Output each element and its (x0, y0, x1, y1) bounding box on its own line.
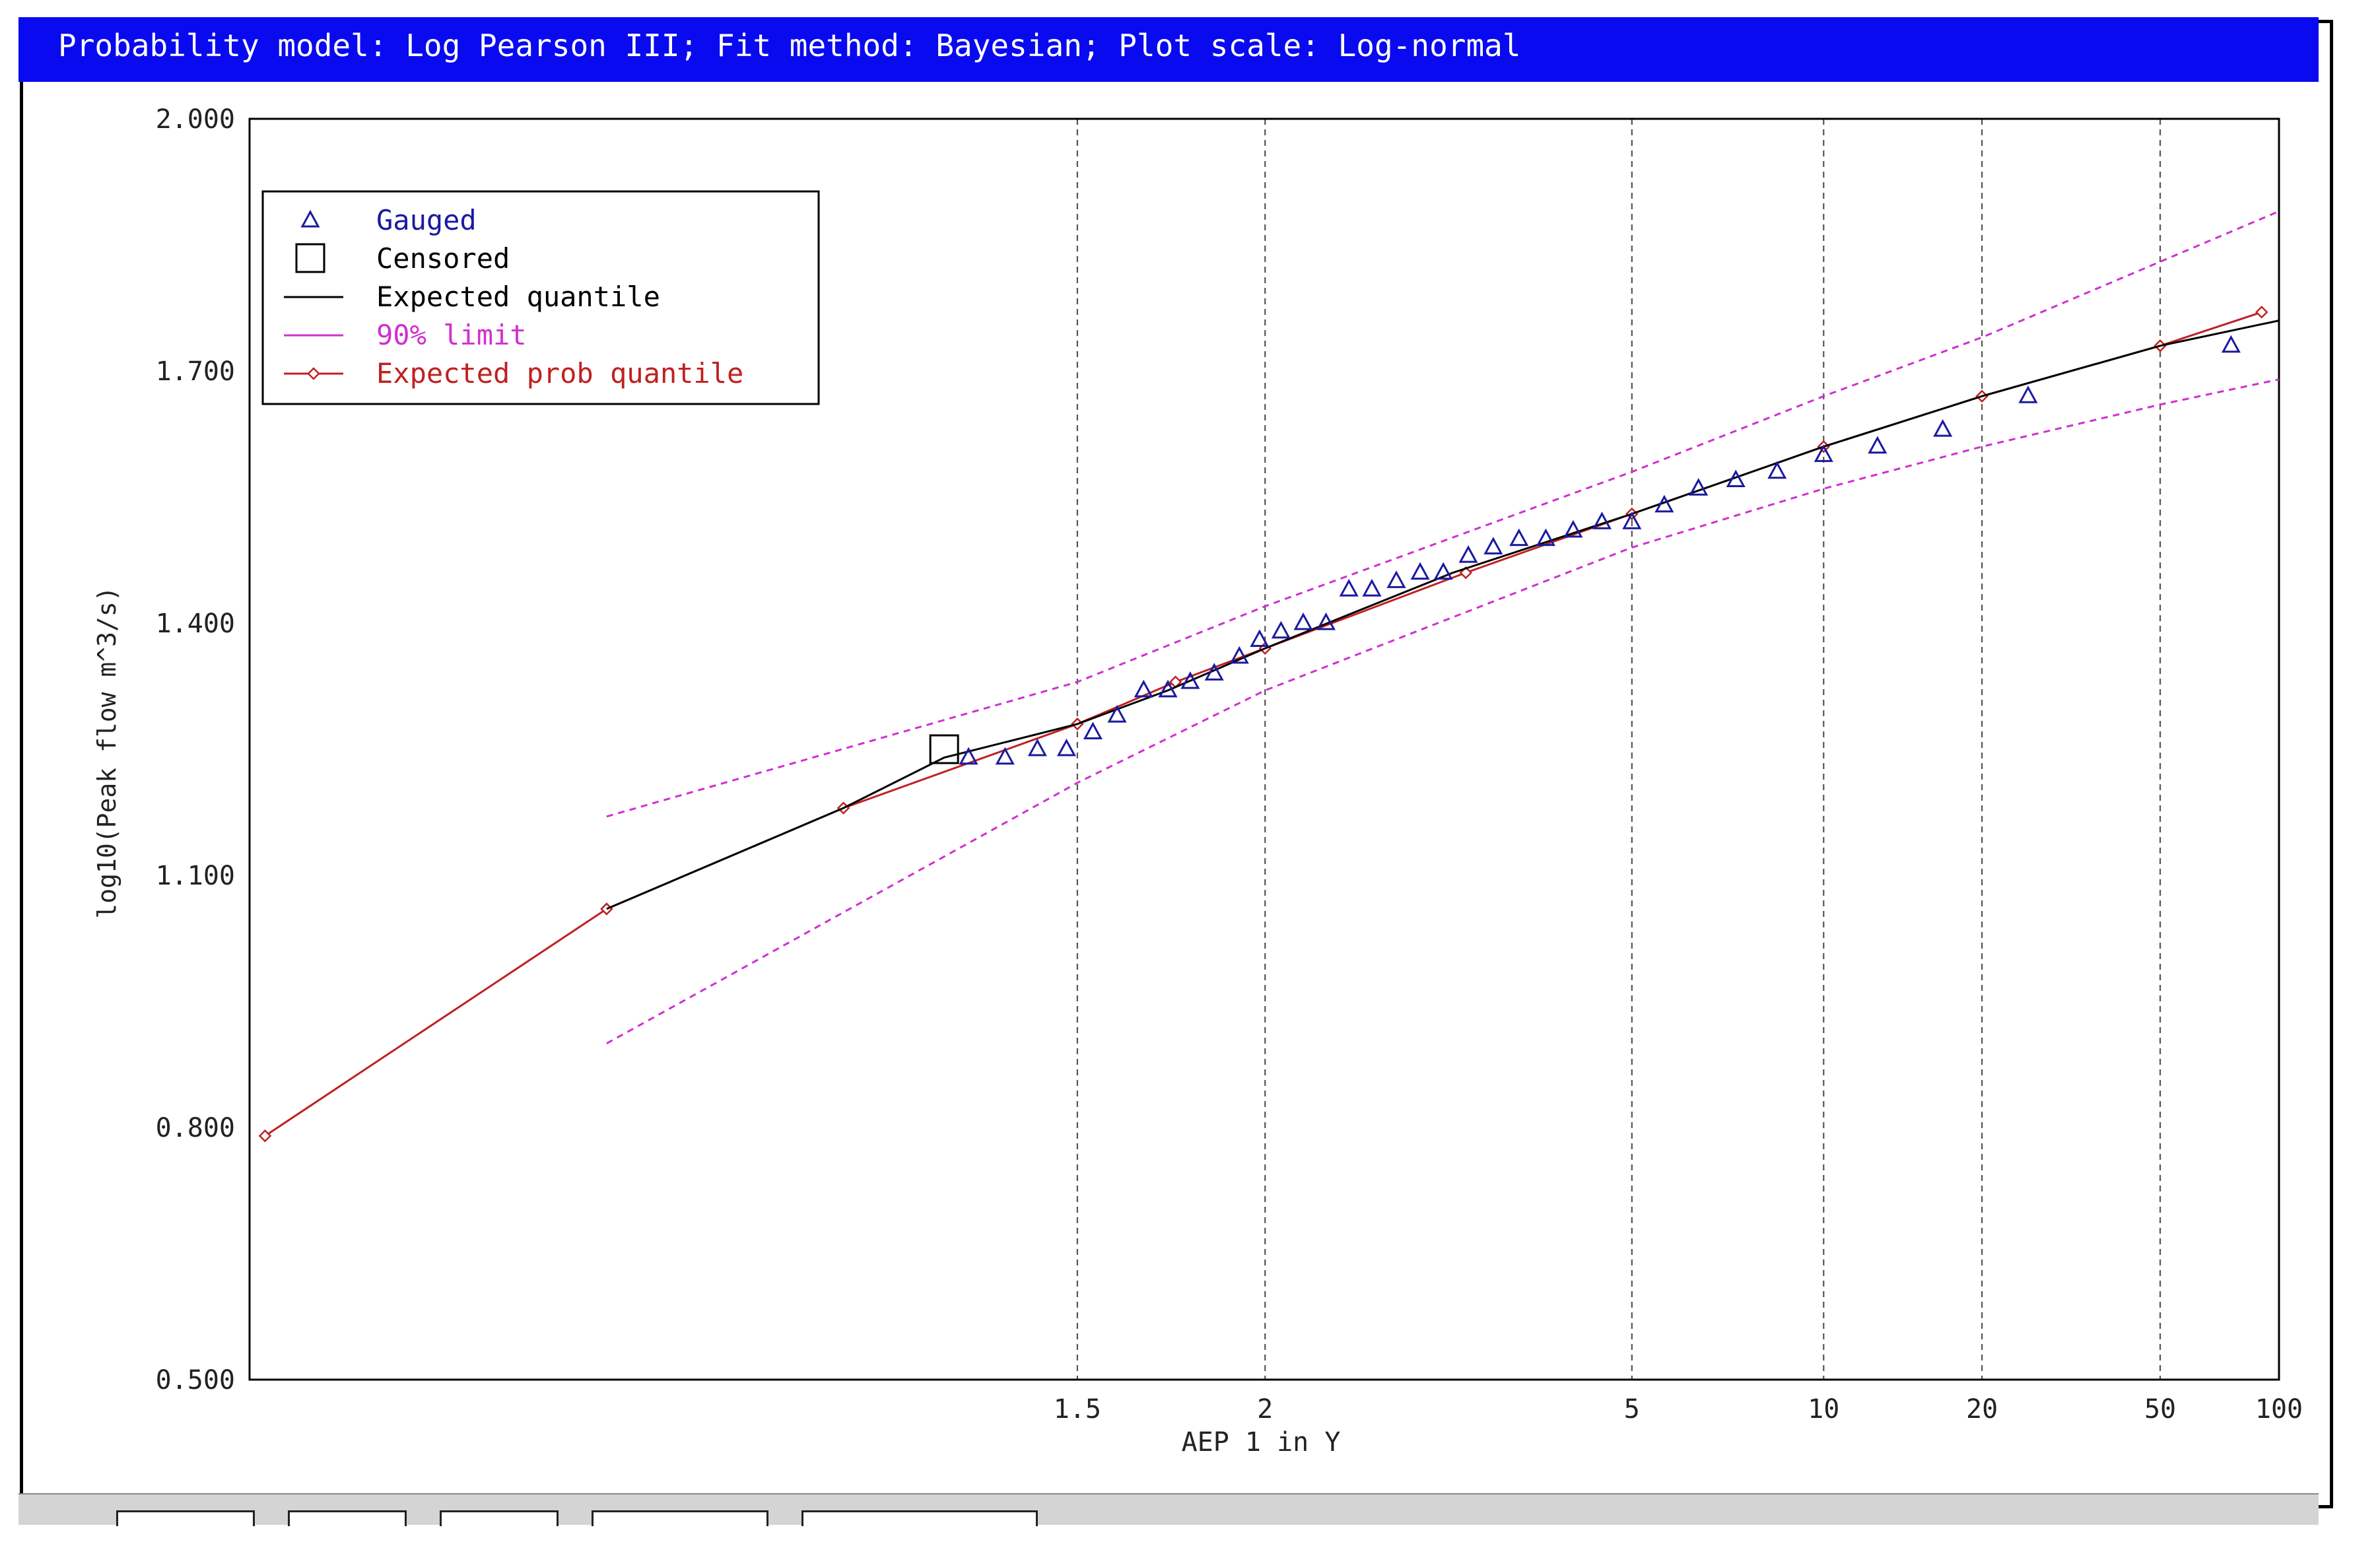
legend: Gauged Censored Expected quantile 90% limit… (261, 190, 820, 405)
expected-quantile-line (606, 319, 2280, 910)
window-title: Probability model: Log Pearson III; Fit … (58, 28, 1521, 63)
gauged-point (2221, 335, 2241, 353)
bottom-tab-strip (18, 1493, 2319, 1526)
gauged-point (1767, 461, 1787, 479)
x-tick-label: 100 (2255, 1394, 2303, 1425)
y-axis-label: log10(Peak flow m^3/s) (92, 586, 121, 918)
gauged-point (1654, 494, 1674, 513)
bottom-tab-5[interactable] (801, 1510, 1038, 1526)
gauged-point (1458, 545, 1478, 563)
censored-point (929, 734, 959, 764)
gauged-point (1536, 528, 1555, 547)
x-tick-label: 5 (1624, 1394, 1640, 1425)
gauged-point (1134, 679, 1153, 698)
legend-label: Gauged (376, 204, 477, 236)
expected-prob-marker (258, 1129, 272, 1143)
gauged-point (1107, 704, 1127, 723)
x-tick-label: 1.5 (1054, 1394, 1101, 1425)
x-tick-label: 20 (1966, 1394, 1998, 1425)
gauged-point (995, 747, 1015, 765)
legend-box (261, 190, 820, 405)
gauged-point (1293, 612, 1313, 630)
upper-90-limit-line (606, 210, 2280, 818)
gauged-point (1250, 629, 1270, 647)
title-bar: Probability model: Log Pearson III; Fit … (18, 17, 2319, 82)
gauged-point (1592, 512, 1612, 529)
gauged-point (1056, 738, 1076, 756)
y-tick-label: 1.400 (156, 609, 235, 639)
legend-label: Expected quantile (376, 281, 660, 313)
plot-area-frame (248, 117, 2280, 1381)
gauged-point (1868, 436, 1887, 454)
y-tick-label: 0.500 (156, 1365, 235, 1395)
expected-prob-quantile-line (264, 311, 2262, 1137)
gauged-point (1229, 646, 1249, 664)
gauged-point (1027, 738, 1047, 756)
y-tick-label: 2.000 (156, 104, 235, 135)
gauged-point (1316, 612, 1336, 630)
gauged-point (1433, 562, 1453, 580)
bottom-tab-1[interactable] (116, 1510, 255, 1526)
gauged-point (2018, 386, 2038, 403)
x-tick-label: 10 (1808, 1394, 1839, 1425)
gauged-point (1158, 679, 1178, 698)
expected-prob-marker (2255, 306, 2268, 319)
gauged-point (1271, 621, 1291, 639)
gauged-point (1933, 419, 1953, 437)
expected-prob-marker (600, 902, 613, 916)
x-tick-label: 2 (1257, 1394, 1273, 1425)
lower-90-limit-line (606, 378, 2280, 1045)
gauged-point (1689, 478, 1709, 496)
x-axis-label: AEP 1 in Y (1182, 1427, 1341, 1458)
gauged-point (1386, 570, 1406, 588)
gauged-point (1180, 671, 1200, 689)
gauged-point (959, 747, 978, 765)
legend-diamond-icon (307, 367, 320, 380)
gauged-point (1339, 578, 1359, 597)
gauged-point (1509, 528, 1529, 547)
gauged-point (1814, 444, 1833, 462)
y-tick-label: 1.700 (156, 356, 235, 387)
legend-censored-icon (295, 243, 325, 273)
bottom-tab-3[interactable] (440, 1510, 559, 1526)
gauged-point (1483, 537, 1503, 554)
legend-label: 90% limit (376, 319, 527, 351)
y-tick-label: 1.100 (156, 861, 235, 891)
legend-label: Expected prob quantile (376, 357, 743, 389)
gauged-point (1362, 578, 1382, 597)
gauged-point (1622, 512, 1642, 529)
x-tick-label: 50 (2144, 1394, 2176, 1425)
gauged-point (1083, 722, 1103, 740)
legend-label: Censored (376, 242, 510, 275)
legend-gauged-icon (300, 209, 320, 228)
bottom-tab-2[interactable] (288, 1510, 407, 1526)
y-tick-label: 0.800 (156, 1113, 235, 1143)
gauged-point (1726, 469, 1746, 488)
gauged-point (1563, 520, 1583, 538)
gauged-point (1410, 562, 1430, 580)
bottom-tab-4[interactable] (592, 1510, 768, 1526)
gauged-point (1204, 663, 1224, 681)
